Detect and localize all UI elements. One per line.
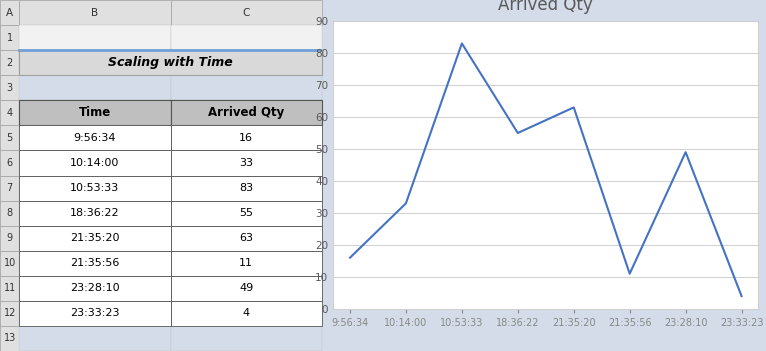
FancyBboxPatch shape	[19, 25, 171, 50]
Text: 7: 7	[7, 183, 13, 193]
FancyBboxPatch shape	[19, 125, 171, 151]
Text: 4: 4	[7, 108, 13, 118]
FancyBboxPatch shape	[0, 301, 19, 326]
FancyBboxPatch shape	[19, 125, 171, 151]
FancyBboxPatch shape	[171, 226, 322, 251]
FancyBboxPatch shape	[19, 100, 171, 125]
Text: 23:28:10: 23:28:10	[70, 283, 119, 293]
FancyBboxPatch shape	[171, 251, 322, 276]
Text: 3: 3	[7, 83, 13, 93]
FancyBboxPatch shape	[0, 176, 19, 200]
Text: 16: 16	[239, 133, 253, 143]
FancyBboxPatch shape	[19, 151, 171, 176]
FancyBboxPatch shape	[171, 251, 322, 276]
FancyBboxPatch shape	[0, 226, 19, 251]
FancyBboxPatch shape	[171, 200, 322, 226]
Text: 1: 1	[7, 33, 13, 42]
FancyBboxPatch shape	[171, 326, 322, 351]
FancyBboxPatch shape	[19, 100, 171, 125]
FancyBboxPatch shape	[171, 151, 322, 176]
FancyBboxPatch shape	[171, 176, 322, 200]
FancyBboxPatch shape	[171, 75, 322, 100]
FancyBboxPatch shape	[171, 151, 322, 176]
FancyBboxPatch shape	[0, 100, 19, 125]
FancyBboxPatch shape	[19, 326, 171, 351]
FancyBboxPatch shape	[19, 276, 171, 301]
FancyBboxPatch shape	[19, 200, 171, 226]
Text: 63: 63	[239, 233, 253, 243]
FancyBboxPatch shape	[171, 226, 322, 251]
FancyBboxPatch shape	[19, 226, 171, 251]
Text: 49: 49	[239, 283, 254, 293]
FancyBboxPatch shape	[19, 301, 171, 326]
Text: 4: 4	[243, 309, 250, 318]
Text: 33: 33	[239, 158, 253, 168]
FancyBboxPatch shape	[19, 176, 171, 200]
Text: 13: 13	[4, 333, 16, 344]
Text: A: A	[6, 7, 13, 18]
FancyBboxPatch shape	[19, 200, 171, 226]
Text: 23:33:23: 23:33:23	[70, 309, 119, 318]
Text: 10: 10	[4, 258, 16, 268]
Text: B: B	[91, 7, 99, 18]
FancyBboxPatch shape	[0, 75, 19, 100]
FancyBboxPatch shape	[171, 301, 322, 326]
FancyBboxPatch shape	[19, 226, 171, 251]
FancyBboxPatch shape	[171, 25, 322, 50]
FancyBboxPatch shape	[171, 176, 322, 200]
FancyBboxPatch shape	[0, 251, 19, 276]
FancyBboxPatch shape	[19, 75, 171, 100]
FancyBboxPatch shape	[19, 276, 171, 301]
Text: Arrived Qty: Arrived Qty	[208, 106, 284, 119]
FancyBboxPatch shape	[19, 50, 171, 75]
FancyBboxPatch shape	[19, 0, 171, 25]
FancyBboxPatch shape	[0, 151, 19, 176]
FancyBboxPatch shape	[171, 0, 322, 25]
FancyBboxPatch shape	[171, 125, 322, 151]
FancyBboxPatch shape	[0, 50, 19, 75]
Title: Arrived Qty: Arrived Qty	[499, 0, 593, 14]
FancyBboxPatch shape	[171, 301, 322, 326]
FancyBboxPatch shape	[19, 176, 171, 200]
Text: 10:53:33: 10:53:33	[70, 183, 119, 193]
FancyBboxPatch shape	[19, 251, 171, 276]
FancyBboxPatch shape	[0, 200, 19, 226]
Text: Scaling with Time: Scaling with Time	[108, 56, 233, 69]
FancyBboxPatch shape	[171, 100, 322, 125]
FancyBboxPatch shape	[0, 25, 19, 50]
FancyBboxPatch shape	[0, 0, 19, 25]
FancyBboxPatch shape	[0, 276, 19, 301]
FancyBboxPatch shape	[171, 100, 322, 125]
FancyBboxPatch shape	[171, 125, 322, 151]
FancyBboxPatch shape	[19, 301, 171, 326]
FancyBboxPatch shape	[171, 276, 322, 301]
Text: Time: Time	[79, 106, 111, 119]
Text: 8: 8	[7, 208, 13, 218]
Text: 9:56:34: 9:56:34	[74, 133, 116, 143]
Text: 5: 5	[7, 133, 13, 143]
FancyBboxPatch shape	[171, 200, 322, 226]
Text: 21:35:56: 21:35:56	[70, 258, 119, 268]
FancyBboxPatch shape	[0, 125, 19, 151]
Text: 6: 6	[7, 158, 13, 168]
Text: 83: 83	[239, 183, 254, 193]
FancyBboxPatch shape	[171, 276, 322, 301]
Text: 12: 12	[4, 309, 16, 318]
Text: 18:36:22: 18:36:22	[70, 208, 119, 218]
Text: 2: 2	[7, 58, 13, 68]
Text: 55: 55	[239, 208, 253, 218]
Text: 10:14:00: 10:14:00	[70, 158, 119, 168]
Text: 11: 11	[4, 283, 16, 293]
Text: 11: 11	[239, 258, 253, 268]
Text: 9: 9	[7, 233, 13, 243]
FancyBboxPatch shape	[19, 251, 171, 276]
FancyBboxPatch shape	[0, 326, 19, 351]
FancyBboxPatch shape	[171, 50, 322, 75]
FancyBboxPatch shape	[19, 151, 171, 176]
FancyBboxPatch shape	[19, 50, 322, 75]
Text: 21:35:20: 21:35:20	[70, 233, 119, 243]
Text: C: C	[242, 7, 250, 18]
